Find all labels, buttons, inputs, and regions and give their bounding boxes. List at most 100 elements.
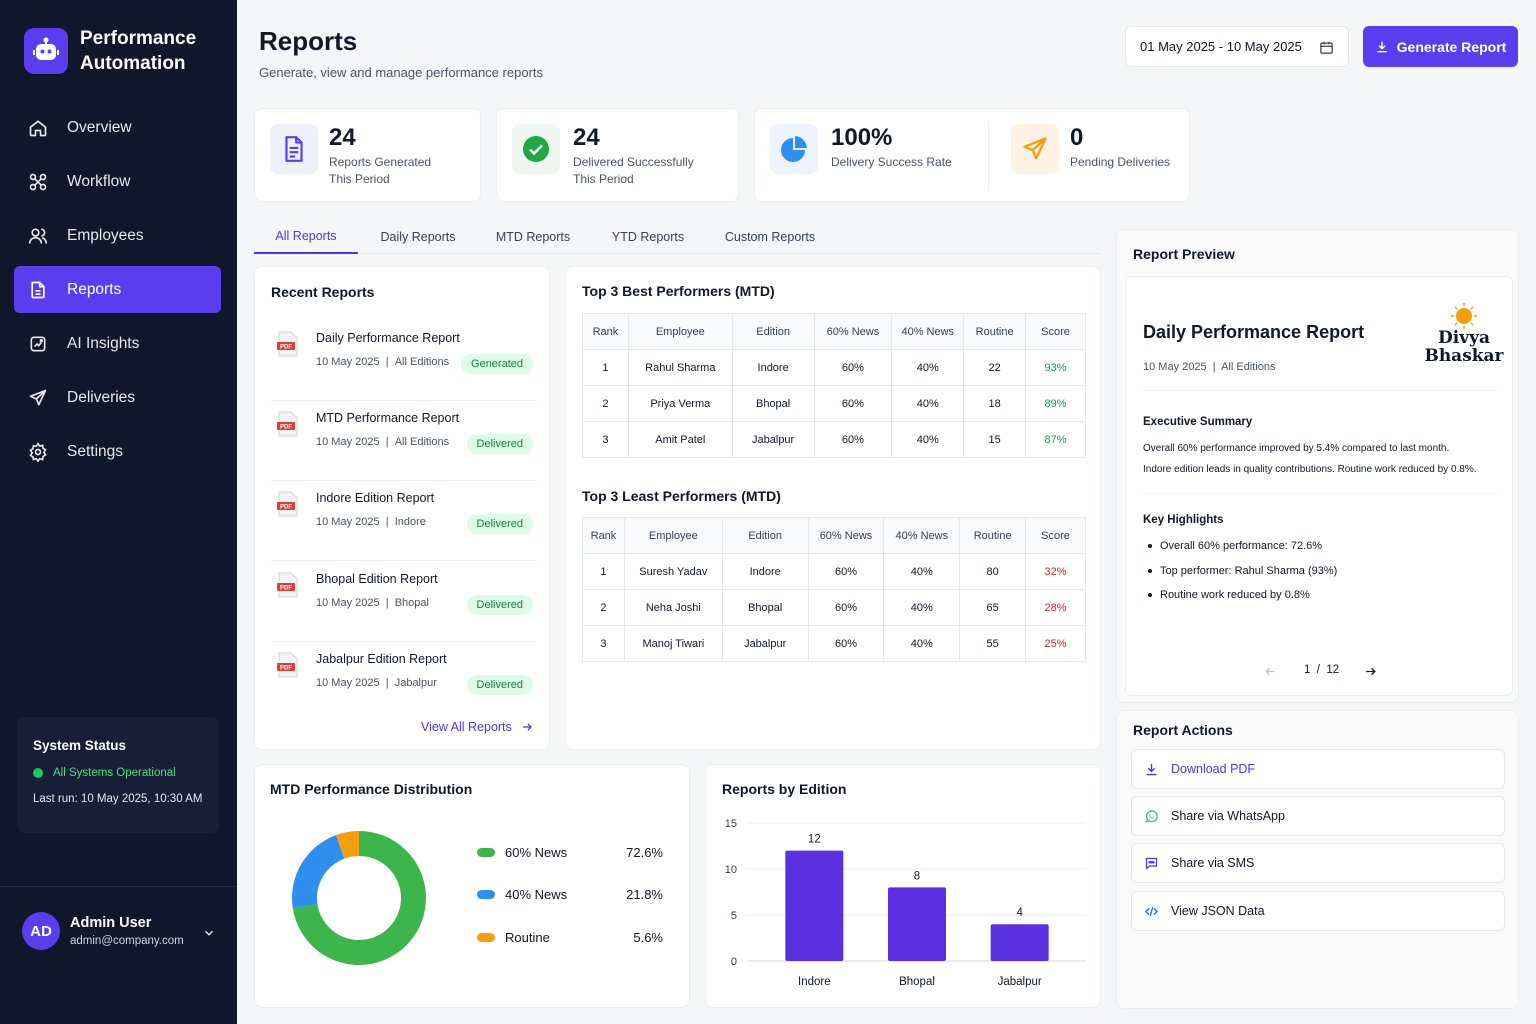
svg-text:PDF: PDF (280, 586, 292, 592)
column-header: Edition (721, 517, 809, 554)
table-row[interactable]: 3 Manoj Tiwari Jabalpur 60% 40% 55 25% (582, 625, 1086, 662)
column-header: 60% News (807, 517, 885, 554)
stat-card-group: 100% Delivery Success Rate 0 Pending Del… (754, 108, 1190, 202)
sidebar-item-reports[interactable]: Reports (14, 266, 221, 313)
sidebar-item-label: AI Insights (67, 334, 140, 352)
sidebar-item-settings[interactable]: Settings (14, 428, 221, 475)
table-row[interactable]: 2 Priya Verma Bhopal 60% 40% 18 89% (582, 385, 1086, 422)
bar-chart: 0 5 10 15 12 Indore 8 Bhopal 4 Jabalpur (725, 818, 1086, 988)
list-item[interactable]: PDF Daily Performance Report 10 May 2025… (271, 321, 537, 401)
routine-cell: 18 (963, 385, 1027, 422)
pdf-file-icon: PDF (277, 331, 298, 357)
sidebar-item-label: Settings (67, 442, 124, 460)
employee-cell: Amit Patel (627, 421, 733, 458)
report-preview-document: Daily Performance Report 10 May 2025 | A… (1125, 276, 1513, 696)
sidebar-item-employees[interactable]: Employees (14, 212, 221, 259)
column-header: 40% News (883, 517, 961, 554)
report-meta: 10 May 2025 | Indore (316, 516, 426, 528)
sidebar-item-overview[interactable]: Overview (14, 104, 221, 151)
sidebar-item-label: Workflow (67, 172, 131, 190)
send-icon (29, 389, 47, 405)
employee-cell: Rahul Sharma (627, 349, 733, 386)
distribution-chart-title: MTD Performance Distribution (270, 781, 473, 797)
view-all-reports-link[interactable]: View All Reports (421, 720, 533, 734)
column-header: 60% News (813, 313, 893, 350)
table-row[interactable]: 1 Suresh Yadav Indore 60% 40% 80 32% (582, 553, 1086, 590)
bar-value-label: 4 (1016, 907, 1023, 919)
report-name: Indore Edition Report (316, 491, 435, 505)
arrow-right-icon[interactable] (1364, 665, 1377, 678)
chevron-down-icon[interactable] (202, 926, 216, 940)
share-whatsapp-button[interactable]: Share via WhatsApp (1131, 796, 1505, 836)
legend-label: 40% News (505, 887, 568, 902)
executive-summary-line-1: Overall 60% performance improved by 5.4%… (1143, 443, 1450, 454)
list-item[interactable]: PDF MTD Performance Report 10 May 2025 |… (271, 401, 537, 481)
news60-cell: 60% (807, 625, 885, 662)
rank-cell: 2 (582, 589, 625, 626)
donut-slice-60-news (292, 831, 426, 965)
bar-indore (785, 850, 844, 961)
brand-line-1: Divya (1438, 328, 1490, 348)
sidebar-item-ai-insights[interactable]: AI Insights (14, 320, 221, 367)
sidebar-item-deliveries[interactable]: Deliveries (14, 374, 221, 421)
user-email: admin@company.com (70, 935, 184, 947)
code-icon (1144, 906, 1159, 916)
status-dot-icon (33, 768, 43, 778)
tab-all-reports[interactable]: All Reports (254, 220, 358, 254)
column-header: Score (1025, 517, 1086, 554)
view-json-button[interactable]: View JSON Data (1131, 891, 1505, 931)
column-header: Routine (959, 517, 1027, 554)
news60-cell: 60% (807, 589, 885, 626)
legend-value: 5.6% (633, 930, 663, 945)
news60-cell: 60% (813, 349, 893, 386)
donut-slice-40-news (292, 835, 345, 909)
stat-sublabel: This Period (329, 172, 390, 186)
bar-bhopal (888, 887, 946, 961)
sidebar-item-workflow[interactable]: Workflow (14, 158, 221, 205)
legend-value: 72.6% (626, 845, 663, 860)
column-header: Rank (582, 517, 625, 554)
score-cell: 25% (1025, 625, 1086, 662)
download-pdf-button[interactable]: Download PDF (1131, 749, 1505, 789)
arrow-left-icon[interactable] (1264, 665, 1277, 678)
score-cell: 93% (1025, 349, 1086, 386)
y-tick-label: 10 (725, 864, 737, 876)
donut-chart (292, 831, 426, 965)
share-sms-button[interactable]: Share via SMS (1131, 843, 1505, 883)
sidebar-item-label: Employees (67, 226, 144, 244)
brand-line-2: Bhaskar (1424, 346, 1504, 366)
list-item[interactable]: PDF Jabalpur Edition Report 10 May 2025 … (271, 642, 537, 722)
tab-custom-reports[interactable]: Custom Reports (724, 230, 816, 244)
table-row[interactable]: 1 Rahul Sharma Indore 60% 40% 22 93% (582, 349, 1086, 386)
system-status-state: All Systems Operational (53, 767, 176, 779)
stat-card-reports-generated: 24 Reports Generated This Period (254, 108, 481, 202)
edition-cell: Jabalpur (731, 421, 815, 458)
svg-text:PDF: PDF (280, 505, 292, 511)
report-name: Daily Performance Report (316, 331, 460, 345)
check-circle-icon (512, 124, 560, 174)
user-menu[interactable]: AD Admin User admin@company.com (22, 912, 222, 950)
brand-name: Performance Automation (80, 28, 197, 74)
tab-ytd-reports[interactable]: YTD Reports (611, 230, 685, 244)
table-row[interactable]: 2 Neha Joshi Bhopal 60% 40% 65 28% (582, 589, 1086, 626)
workflow-icon (29, 173, 47, 190)
table-row[interactable]: 3 Amit Patel Jabalpur 60% 40% 15 87% (582, 421, 1086, 458)
news40-cell: 40% (891, 385, 965, 422)
highlight-item: Routine work reduced by 0.8% (1148, 589, 1310, 601)
generate-report-button[interactable]: Generate Report (1363, 26, 1518, 67)
recent-reports-title: Recent Reports (271, 284, 375, 300)
date-range-picker[interactable]: 01 May 2025 - 10 May 2025 (1125, 26, 1349, 67)
y-tick-label: 15 (725, 818, 737, 830)
tab-mtd-reports[interactable]: MTD Reports (495, 230, 571, 244)
pdf-file-icon: PDF (277, 491, 298, 517)
least-performers-table: Rank Employee Edition 60% News 40% News … (582, 517, 1086, 662)
best-performers-table: Rank Employee Edition 60% News 40% News … (582, 313, 1086, 458)
list-item[interactable]: PDF Bhopal Edition Report 10 May 2025 | … (271, 562, 537, 642)
stat-label: Delivered Successfully (573, 155, 694, 169)
svg-text:PDF: PDF (280, 425, 292, 431)
list-item[interactable]: PDF Indore Edition Report 10 May 2025 | … (271, 481, 537, 561)
highlight-item: Overall 60% performance: 72.6% (1148, 540, 1322, 552)
tab-daily-reports[interactable]: Daily Reports (380, 230, 456, 244)
routine-cell: 80 (959, 553, 1027, 590)
edition-cell: Jabalpur (721, 625, 809, 662)
